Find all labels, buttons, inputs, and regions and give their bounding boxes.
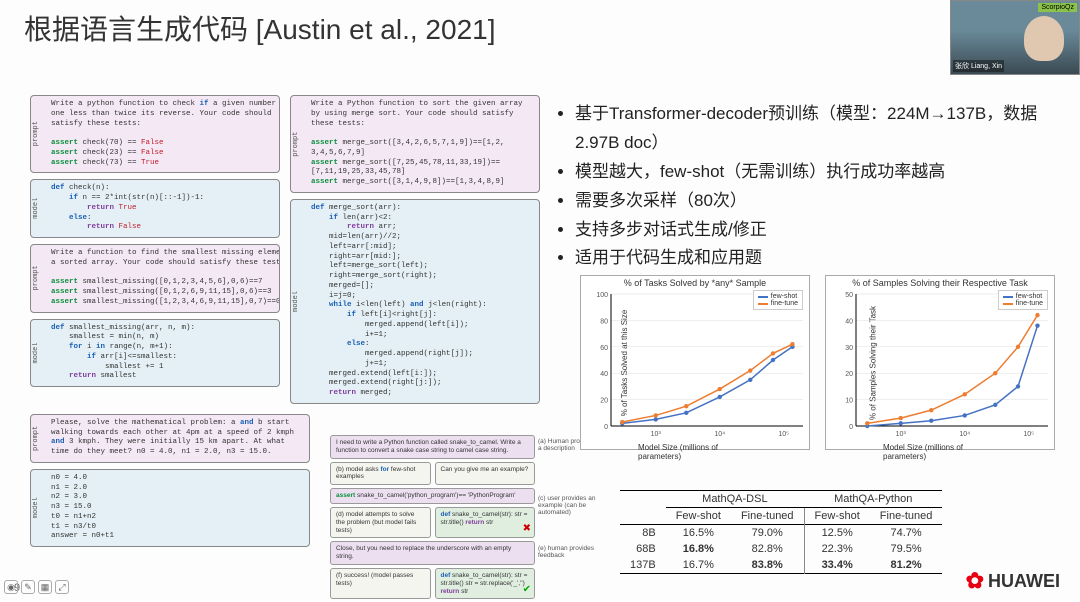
prompt-label: prompt [31, 245, 45, 312]
code-text: Write a python function to check if a gi… [45, 96, 279, 172]
tool-icon[interactable]: ▦ [38, 580, 52, 594]
tool-icon[interactable]: ⤢ [55, 580, 69, 594]
svg-text:20: 20 [845, 371, 853, 378]
dialog-turn: Can you give me an example? [435, 462, 536, 486]
dialog-column: I need to write a Python function called… [330, 435, 535, 602]
dialog-turn: def snake_to_camel(str): str = str.title… [435, 568, 536, 599]
tool-icon[interactable]: ◉ [4, 580, 18, 594]
svg-text:10: 10 [845, 398, 853, 405]
viewer-toolbar: ◉ ✎ ▦ ⤢ [4, 580, 69, 594]
prompt-label: prompt [31, 96, 45, 172]
model-box-1: model def check(n): if n == 2*int(str(n)… [30, 179, 280, 238]
col-group: MathQA-DSL [666, 491, 804, 508]
svg-text:50: 50 [845, 292, 853, 299]
code-text: Write a Python function to sort the give… [305, 96, 539, 192]
chart-title: % of Tasks Solved by *any* Sample [581, 276, 809, 288]
dialog-turn: (b) model asks for few-shot examples [330, 462, 431, 486]
svg-text:10⁴: 10⁴ [959, 431, 970, 438]
col-header: Few-shot [804, 508, 870, 525]
svg-text:100: 100 [596, 292, 608, 299]
webcam-name: 张欣 Liang, Xin [953, 60, 1004, 72]
webcam-thumbnail: ScorpioQz 张欣 Liang, Xin [950, 0, 1080, 75]
code-text: Please, solve the mathematical problem: … [45, 415, 309, 462]
svg-text:10⁵: 10⁵ [1023, 431, 1034, 438]
dialog-turn: Close, but you need to replace the under… [330, 541, 535, 565]
webcam-face [1024, 16, 1064, 61]
code-text: n0 = 4.0 n1 = 2.0 n2 = 3.0 n3 = 15.0 t0 … [45, 470, 309, 546]
huawei-text: HUAWEI [988, 571, 1060, 592]
model-label: model [31, 320, 45, 387]
prompt-label: prompt [291, 96, 305, 192]
bullet-item: 需要多次采样（80次） [575, 187, 1080, 216]
svg-text:0: 0 [849, 424, 853, 431]
prompt-box-3: prompt Write a Python function to sort t… [290, 95, 540, 193]
dialog-turn: (d) model attempts to solve the problem … [330, 507, 431, 538]
webcam-app-label: ScorpioQz [1038, 3, 1077, 12]
huawei-logo: ✿ HUAWEI [966, 568, 1060, 594]
col-header: Fine-tuned [731, 508, 804, 525]
huawei-flower-icon: ✿ [966, 568, 984, 594]
bullet-item: 适用于代码生成和应用题 [575, 244, 1080, 273]
code-text: def merge_sort(arr): if len(arr)<2: retu… [305, 200, 539, 403]
col-header: Fine-tuned [870, 508, 943, 525]
success-icon: ✔ [523, 584, 531, 596]
chart-samples-solving: % of Samples Solving their Respective Ta… [825, 275, 1055, 450]
prompt-box-2: prompt Write a function to find the smal… [30, 244, 280, 313]
chart-title: % of Samples Solving their Respective Ta… [826, 276, 1054, 288]
prompt-box-1: prompt Write a python function to check … [30, 95, 280, 173]
svg-text:10⁵: 10⁵ [778, 431, 789, 438]
prompt-label: prompt [31, 415, 45, 462]
legend-fine: fine-tune [1016, 300, 1043, 307]
code-text: def snake_to_camel(str): str = str.title… [441, 572, 528, 595]
svg-text:60: 60 [600, 345, 608, 352]
chart-legend: few-shot fine-tune [753, 290, 803, 310]
bullet-item: 支持多步对话式生成/修正 [575, 216, 1080, 245]
dialog-annot: (c) user provides an example (can be aut… [538, 495, 598, 516]
dialog-turn: def snake_to_camel(str): str = str.title… [435, 507, 536, 538]
chart-tasks-solved: % of Tasks Solved by *any* Sample % of T… [580, 275, 810, 450]
legend-fine: fine-tune [771, 300, 798, 307]
svg-text:0: 0 [604, 424, 608, 431]
code-text: Write a function to find the smallest mi… [45, 245, 279, 312]
fail-icon: ✖ [523, 523, 531, 535]
results-table: MathQA-DSL MathQA-Python Few-shot Fine-t… [620, 490, 942, 574]
code-text: def check(n): if n == 2*int(str(n)[::-1]… [45, 180, 279, 237]
bullet-item: 模型越大，few-shot（无需训练）执行成功率越高 [575, 158, 1080, 187]
code-text: def snake_to_camel(str): str = str.title… [441, 511, 528, 526]
col-group: MathQA-Python [804, 491, 942, 508]
bullet-item: 基于Transformer-decoder预训练（模型：224M→137B，数据… [575, 100, 1080, 158]
dialog-annot: (e) human provides feedback [538, 545, 598, 559]
slide-title: 根据语言生成代码 [Austin et al., 2021] [24, 8, 496, 48]
code-text: def smallest_missing(arr, n, m): smalles… [45, 320, 279, 387]
dialog-turn: I need to write a Python function called… [330, 435, 535, 459]
dialog-turn: (f) success! (model passes tests) [330, 568, 431, 599]
tool-icon[interactable]: ✎ [21, 580, 35, 594]
svg-text:10³: 10³ [651, 431, 662, 438]
svg-text:30: 30 [845, 345, 853, 352]
chart-svg: 0 10 20 30 40 50 10³ 10⁴ 10⁵ [826, 288, 1056, 448]
dialog-turn: assert snake_to_camel('python_program')=… [330, 488, 535, 504]
model-box-4: model n0 = 4.0 n1 = 2.0 n2 = 3.0 n3 = 15… [30, 469, 310, 547]
model-box-2: model def smallest_missing(arr, n, m): s… [30, 319, 280, 388]
svg-text:10⁴: 10⁴ [714, 431, 725, 438]
chart-legend: few-shot fine-tune [998, 290, 1048, 310]
legend-few: few-shot [1016, 293, 1042, 300]
svg-text:40: 40 [845, 318, 853, 325]
legend-few: few-shot [771, 293, 797, 300]
chart-svg: 0 20 40 60 80 100 10³ 10⁴ 10⁵ [581, 288, 811, 448]
svg-text:20: 20 [600, 398, 608, 405]
svg-text:40: 40 [600, 371, 608, 378]
model-label: model [31, 470, 45, 546]
col-header: Few-shot [666, 508, 731, 525]
model-label: model [31, 180, 45, 237]
bullet-list: 基于Transformer-decoder预训练（模型：224M→137B，数据… [555, 100, 1080, 273]
model-box-3: model def merge_sort(arr): if len(arr)<2… [290, 199, 540, 404]
model-label: model [291, 200, 305, 403]
prompt-box-4: prompt Please, solve the mathematical pr… [30, 414, 310, 463]
svg-text:10³: 10³ [896, 431, 907, 438]
svg-text:80: 80 [600, 318, 608, 325]
